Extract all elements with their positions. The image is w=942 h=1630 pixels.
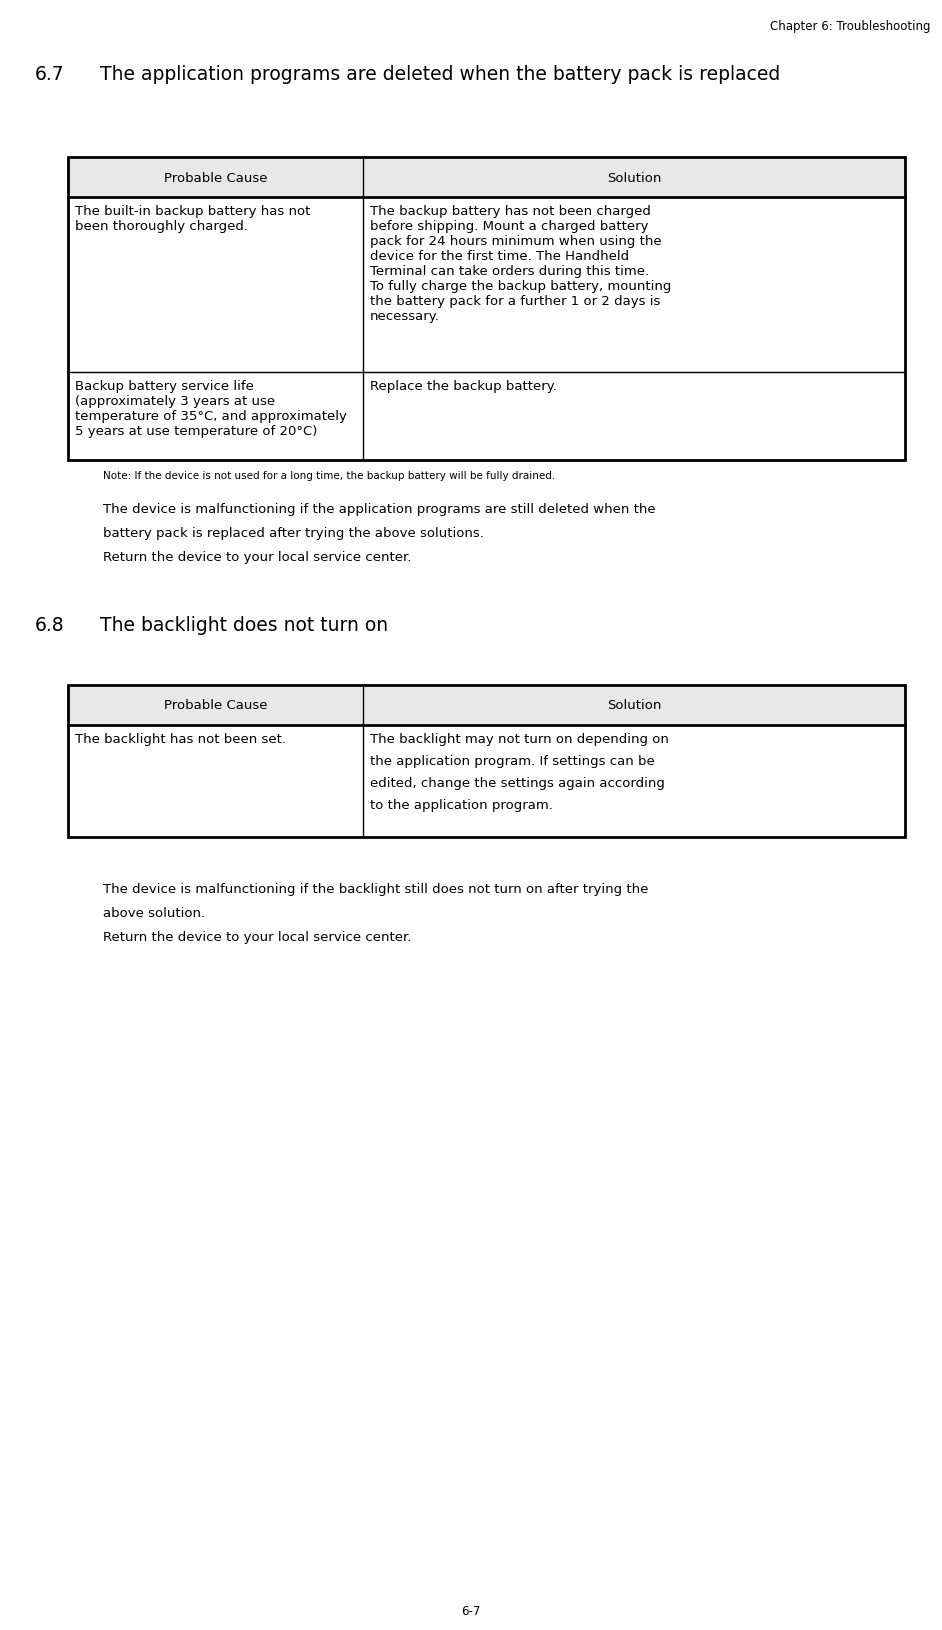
Text: Solution: Solution — [607, 171, 661, 184]
Text: The backlight may not turn on depending on: The backlight may not turn on depending … — [370, 732, 669, 745]
Text: edited, change the settings again according: edited, change the settings again accord… — [370, 776, 665, 789]
Text: The backlight has not been set.: The backlight has not been set. — [75, 732, 286, 745]
Text: The application programs are deleted when the battery pack is replaced: The application programs are deleted whe… — [100, 65, 780, 85]
Text: 6.7: 6.7 — [35, 65, 65, 85]
Text: battery pack is replaced after trying the above solutions.: battery pack is replaced after trying th… — [103, 526, 484, 540]
Text: the application program. If settings can be: the application program. If settings can… — [370, 755, 655, 768]
Text: Return the device to your local service center.: Return the device to your local service … — [103, 551, 412, 564]
Text: Backup battery service life
(approximately 3 years at use
temperature of 35°C, a: Backup battery service life (approximate… — [75, 380, 347, 438]
Text: Probable Cause: Probable Cause — [164, 171, 268, 184]
Text: 6.8: 6.8 — [35, 616, 65, 634]
Text: Replace the backup battery.: Replace the backup battery. — [370, 380, 557, 393]
Text: The backup battery has not been charged
before shipping. Mount a charged battery: The backup battery has not been charged … — [370, 205, 672, 323]
Text: Note: If the device is not used for a long time, the backup battery will be full: Note: If the device is not used for a lo… — [103, 471, 555, 481]
Text: The device is malfunctioning if the backlight still does not turn on after tryin: The device is malfunctioning if the back… — [103, 882, 648, 895]
Text: Probable Cause: Probable Cause — [164, 699, 268, 712]
Bar — [68, 686, 905, 838]
Text: The device is malfunctioning if the application programs are still deleted when : The device is malfunctioning if the appl… — [103, 502, 656, 515]
Bar — [68, 686, 905, 725]
Text: 6-7: 6-7 — [462, 1604, 480, 1617]
Text: Solution: Solution — [607, 699, 661, 712]
Text: Chapter 6: Troubleshooting: Chapter 6: Troubleshooting — [770, 20, 930, 33]
Bar — [68, 158, 905, 197]
Text: above solution.: above solution. — [103, 906, 205, 919]
Text: The backlight does not turn on: The backlight does not turn on — [100, 616, 388, 634]
Text: Return the device to your local service center.: Return the device to your local service … — [103, 931, 412, 944]
Bar — [68, 158, 905, 461]
Text: The built-in backup battery has not
been thoroughly charged.: The built-in backup battery has not been… — [75, 205, 310, 233]
Text: to the application program.: to the application program. — [370, 799, 553, 812]
